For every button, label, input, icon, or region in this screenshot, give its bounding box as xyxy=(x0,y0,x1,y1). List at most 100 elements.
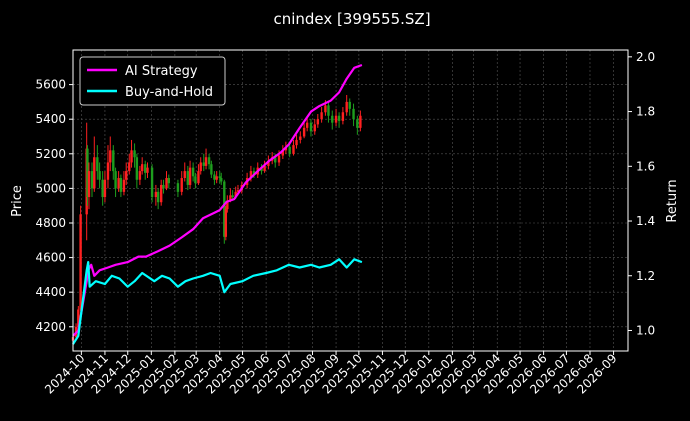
candle-body xyxy=(86,148,89,198)
candle-body xyxy=(101,179,104,198)
candle-body xyxy=(96,157,99,172)
legend: AI Strategy Buy-and-Hold xyxy=(79,56,226,106)
y-axis-left-label: Price xyxy=(10,185,25,217)
candle-body xyxy=(305,122,309,128)
candle-body xyxy=(231,195,234,198)
candle-body xyxy=(106,162,110,180)
candle-body xyxy=(331,115,334,123)
candle-body xyxy=(263,165,266,172)
candle-body xyxy=(156,191,160,203)
candle-body xyxy=(103,179,107,198)
candle-body xyxy=(341,112,345,121)
candle-body xyxy=(220,178,223,182)
candle-body xyxy=(274,157,277,163)
candle-body xyxy=(79,214,82,310)
candle-body xyxy=(356,119,359,128)
candle-body xyxy=(144,164,147,173)
candle-body xyxy=(288,146,291,154)
candle-body xyxy=(117,178,120,189)
candle-body xyxy=(327,105,330,116)
candle-body xyxy=(207,157,211,165)
candle-body xyxy=(165,178,168,189)
candle-body xyxy=(252,171,256,175)
legend-label-ai-strategy: AI Strategy xyxy=(125,64,198,79)
candle-body xyxy=(218,176,221,179)
candle-body xyxy=(119,178,123,192)
candle-body xyxy=(277,155,281,163)
series-lines xyxy=(72,63,363,345)
candle-body xyxy=(352,108,355,120)
candle-body xyxy=(313,124,316,132)
candle-body xyxy=(140,164,144,172)
candle-body xyxy=(98,171,101,180)
candle-body xyxy=(295,139,298,146)
candle-body xyxy=(112,150,115,172)
candle-body xyxy=(93,157,96,189)
candle-body xyxy=(128,162,131,172)
candle-body xyxy=(234,191,237,198)
y-right-tick-label: 1.6 xyxy=(636,159,655,173)
candle-body xyxy=(202,162,205,166)
y-right-tick-label: 1.8 xyxy=(636,105,655,119)
candle-body xyxy=(224,209,228,237)
candle-body xyxy=(188,167,192,185)
candle-body xyxy=(197,171,200,184)
candle-body xyxy=(180,178,183,192)
candle-body xyxy=(186,171,190,185)
candle-body xyxy=(90,171,94,189)
candle-body xyxy=(267,160,270,166)
y-axis-right: 1.0 1.2 1.4 1.6 1.8 2.0 xyxy=(628,50,655,337)
candle-body xyxy=(191,167,195,177)
candle-body xyxy=(215,176,218,180)
candle-body xyxy=(199,162,202,172)
candle-body xyxy=(281,150,285,156)
candle-body xyxy=(133,150,136,158)
candle-body xyxy=(249,171,253,179)
candle-body xyxy=(146,167,149,173)
y-left-tick-label: 5600 xyxy=(35,78,66,92)
candle-body xyxy=(337,115,341,121)
candle-body xyxy=(345,101,348,113)
candle-body xyxy=(229,195,232,201)
y-left-tick-label: 4800 xyxy=(35,216,66,230)
plot-frame xyxy=(72,49,629,352)
chart-title: cnindex [399555.SZ] xyxy=(273,10,430,28)
candle-body xyxy=(302,127,306,137)
candle-body xyxy=(260,167,263,172)
y-left-tick-label: 5400 xyxy=(35,112,66,126)
y-left-tick-label: 4400 xyxy=(35,285,66,299)
y-left-tick-label: 4200 xyxy=(35,320,66,334)
candle-body xyxy=(114,171,117,189)
series-line-buy-and-hold xyxy=(72,258,363,345)
candle-body xyxy=(183,171,186,179)
y-axis-right-label: Return xyxy=(665,179,680,222)
y-right-tick-label: 1.2 xyxy=(636,269,655,283)
candle-body xyxy=(150,167,154,198)
candle-body xyxy=(122,179,126,192)
candle-body xyxy=(109,150,112,163)
candle-body xyxy=(210,164,213,175)
series-line-ai-strategy xyxy=(72,63,363,337)
candle-body xyxy=(77,309,80,327)
y-left-tick-label: 5200 xyxy=(35,147,66,161)
candle-body xyxy=(87,171,91,198)
y-right-tick-label: 1.0 xyxy=(636,323,655,337)
candle-body xyxy=(316,119,320,125)
legend-label-buy-and-hold: Buy-and-Hold xyxy=(125,85,213,100)
candle-body xyxy=(125,171,128,180)
candle-body xyxy=(320,112,323,120)
candle-body xyxy=(309,122,313,132)
candle-body xyxy=(292,145,295,154)
candle-body xyxy=(176,183,180,192)
candle-body xyxy=(236,190,240,192)
candle-body xyxy=(223,181,226,237)
candle-body xyxy=(213,174,216,180)
candle-body xyxy=(138,171,142,180)
candle-body xyxy=(359,115,362,128)
candle-body xyxy=(348,101,351,109)
candle-body xyxy=(167,178,170,184)
y-right-tick-label: 1.4 xyxy=(636,214,655,228)
y-right-tick-label: 2.0 xyxy=(636,50,655,64)
candle-body xyxy=(159,184,163,203)
